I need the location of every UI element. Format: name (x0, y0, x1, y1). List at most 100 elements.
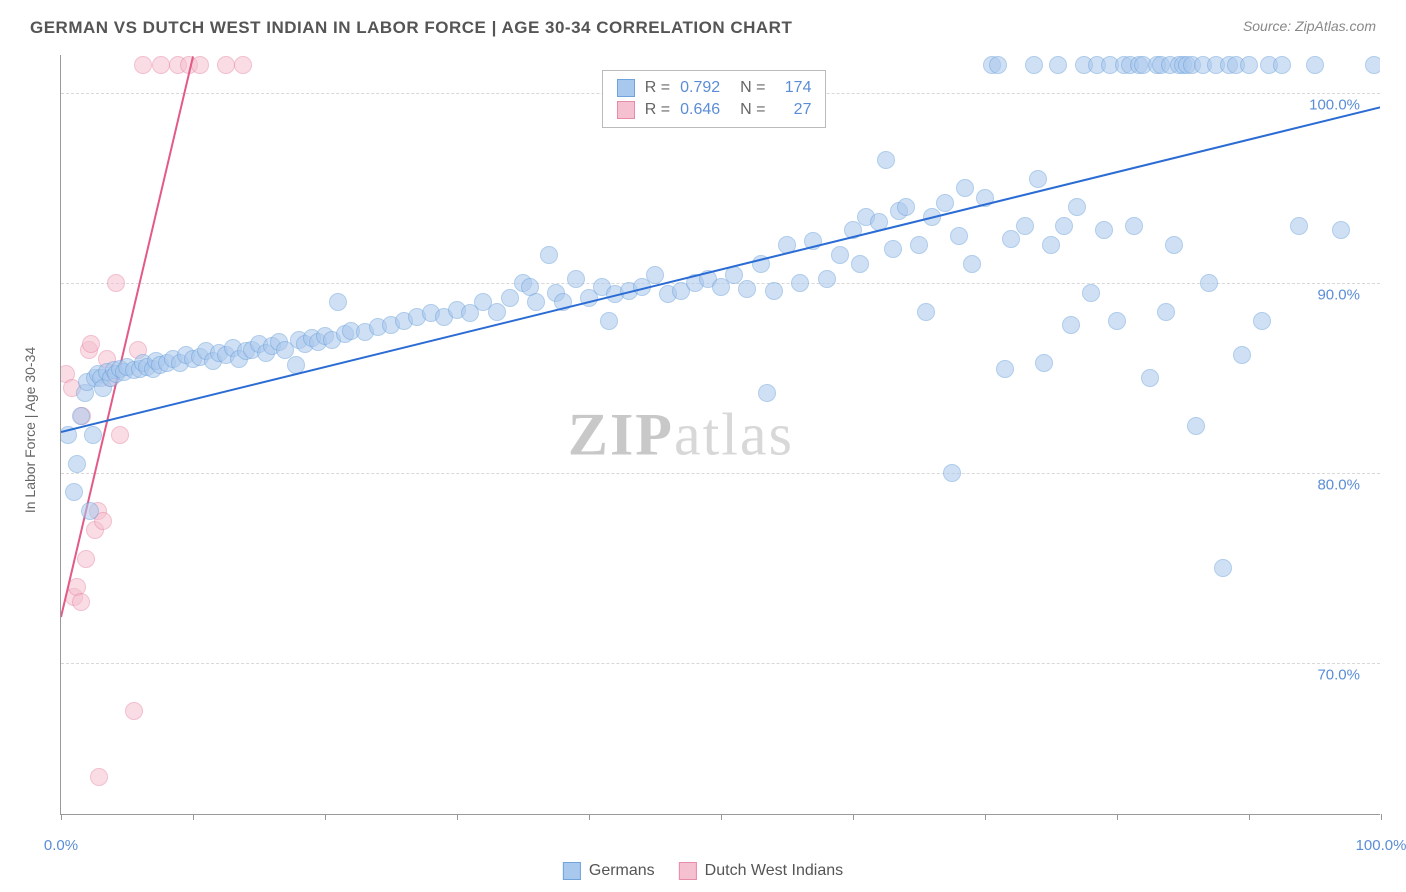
germans-point (738, 280, 756, 298)
dutch-west-indians-point (111, 426, 129, 444)
germans-point (1214, 559, 1232, 577)
germans-point (1029, 170, 1047, 188)
germans-point (1049, 56, 1067, 74)
dutch-west-indians-trend-line (61, 56, 194, 617)
chart-title: GERMAN VS DUTCH WEST INDIAN IN LABOR FOR… (30, 18, 792, 38)
germans-point (527, 293, 545, 311)
germans-point (1273, 56, 1291, 74)
germans-point (897, 198, 915, 216)
germans-point (1290, 217, 1308, 235)
stats-swatch (617, 79, 635, 97)
x-tick (853, 814, 854, 820)
x-tick (985, 814, 986, 820)
germans-point (851, 255, 869, 273)
x-tick-label: 100.0% (1356, 837, 1406, 854)
stats-n-value: 27 (775, 101, 811, 119)
stats-r-value: 0.792 (680, 79, 730, 97)
germans-point (540, 246, 558, 264)
x-tick (325, 814, 326, 820)
germans-point (791, 274, 809, 292)
chart-header: GERMAN VS DUTCH WEST INDIAN IN LABOR FOR… (0, 0, 1406, 48)
germans-point (1240, 56, 1258, 74)
germans-point (936, 194, 954, 212)
germans-point (989, 56, 1007, 74)
germans-point (765, 282, 783, 300)
y-tick-label: 70.0% (1317, 667, 1360, 684)
legend-swatch (679, 862, 697, 880)
dutch-west-indians-point (217, 56, 235, 74)
germans-point (758, 384, 776, 402)
germans-point (329, 293, 347, 311)
germans-point (831, 246, 849, 264)
stats-r-value: 0.646 (680, 101, 730, 119)
y-axis-title: In Labor Force | Age 30-34 (22, 347, 38, 513)
germans-point (1125, 217, 1143, 235)
germans-point (963, 255, 981, 273)
correlation-stats-box: R = 0.792 N = 174 R = 0.646 N = 27 (602, 70, 827, 128)
germans-point (1062, 316, 1080, 334)
legend-label: Germans (589, 862, 655, 880)
stats-row: R = 0.646 N = 27 (617, 99, 812, 121)
source-attribution: Source: ZipAtlas.com (1243, 18, 1376, 34)
stats-r-label: R = (645, 79, 670, 97)
germans-point (996, 360, 1014, 378)
dutch-west-indians-point (77, 550, 95, 568)
germans-point (884, 240, 902, 258)
dutch-west-indians-point (82, 335, 100, 353)
x-tick (457, 814, 458, 820)
germans-point (1095, 221, 1113, 239)
germans-point (567, 270, 585, 288)
germans-point (1016, 217, 1034, 235)
legend-swatch (563, 862, 581, 880)
germans-point (1035, 354, 1053, 372)
germans-point (1055, 217, 1073, 235)
germans-point (943, 464, 961, 482)
dutch-west-indians-point (125, 702, 143, 720)
legend-label: Dutch West Indians (705, 862, 843, 880)
germans-point (84, 426, 102, 444)
germans-point (1200, 274, 1218, 292)
x-tick (589, 814, 590, 820)
germans-trend-line (61, 106, 1380, 433)
legend-item: Germans (563, 862, 655, 880)
x-tick (1249, 814, 1250, 820)
gridline (61, 473, 1380, 474)
germans-point (917, 303, 935, 321)
stats-n-label: N = (740, 101, 765, 119)
x-tick (193, 814, 194, 820)
x-tick (1381, 814, 1382, 820)
germans-point (1306, 56, 1324, 74)
x-tick (1117, 814, 1118, 820)
stats-n-value: 174 (775, 79, 811, 97)
y-tick-label: 90.0% (1317, 287, 1360, 304)
stats-r-label: R = (645, 101, 670, 119)
dutch-west-indians-point (90, 768, 108, 786)
germans-point (1082, 284, 1100, 302)
germans-point (646, 266, 664, 284)
dutch-west-indians-point (152, 56, 170, 74)
germans-point (72, 407, 90, 425)
stats-n-label: N = (740, 79, 765, 97)
germans-point (956, 179, 974, 197)
germans-point (1042, 236, 1060, 254)
germans-point (81, 502, 99, 520)
chart-plot-area: ZIPatlas 70.0%80.0%90.0%100.0% R =0.792N… (60, 55, 1380, 815)
germans-point (1165, 236, 1183, 254)
germans-point (1002, 230, 1020, 248)
germans-point (600, 312, 618, 330)
x-tick (61, 814, 62, 820)
germans-point (68, 455, 86, 473)
stats-row: R = 0.792 N = 174 (617, 77, 812, 99)
x-tick-label: 0.0% (44, 837, 78, 854)
y-tick-label: 80.0% (1317, 477, 1360, 494)
gridline (61, 663, 1380, 664)
germans-point (818, 270, 836, 288)
dutch-west-indians-point (234, 56, 252, 74)
legend-item: Dutch West Indians (679, 862, 843, 880)
x-tick (721, 814, 722, 820)
scatter-plot: ZIPatlas 70.0%80.0%90.0%100.0% (61, 55, 1380, 814)
dutch-west-indians-point (72, 593, 90, 611)
stats-swatch (617, 101, 635, 119)
germans-point (65, 483, 83, 501)
germans-point (1365, 56, 1380, 74)
